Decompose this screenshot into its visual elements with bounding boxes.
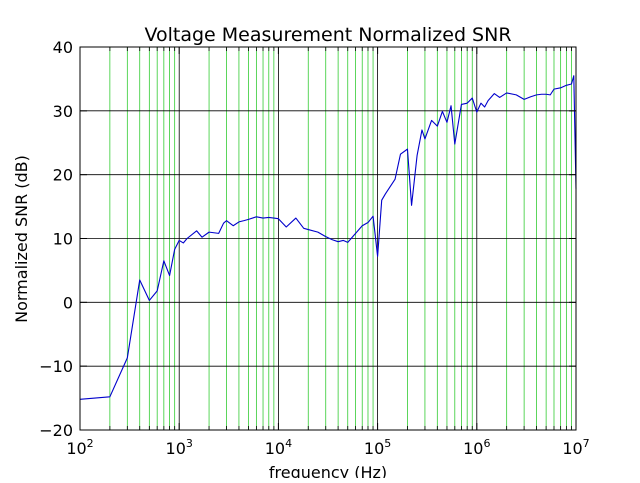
x-axis-label: frequency (Hz) xyxy=(269,463,387,478)
y-tick-label: 10 xyxy=(53,230,73,249)
y-tick-label: −20 xyxy=(39,421,73,440)
x-tick-label: 102 xyxy=(66,437,93,458)
y-tick-labels: −20 −10 0 10 20 30 40 xyxy=(39,38,73,440)
x-tick-label: 106 xyxy=(463,437,490,458)
x-tick-labels: 102 103 104 105 106 107 xyxy=(66,437,589,458)
x-tick-label: 107 xyxy=(562,437,589,458)
y-tick-label: 30 xyxy=(53,102,73,121)
tick-marks xyxy=(79,46,577,431)
major-grid-lines xyxy=(79,46,577,431)
x-tick-label: 103 xyxy=(166,437,193,458)
y-tick-label: −10 xyxy=(39,357,73,376)
y-tick-label: 0 xyxy=(63,293,73,312)
y-axis-label: Normalized SNR (dB) xyxy=(12,155,31,323)
x-tick-label: 105 xyxy=(364,437,391,458)
y-tick-label: 20 xyxy=(53,166,73,185)
x-tick-label: 104 xyxy=(265,437,292,458)
chart-title: Voltage Measurement Normalized SNR xyxy=(144,24,511,46)
snr-series-line xyxy=(79,75,577,400)
series-layer xyxy=(79,75,577,400)
y-tick-label: 40 xyxy=(53,38,73,57)
